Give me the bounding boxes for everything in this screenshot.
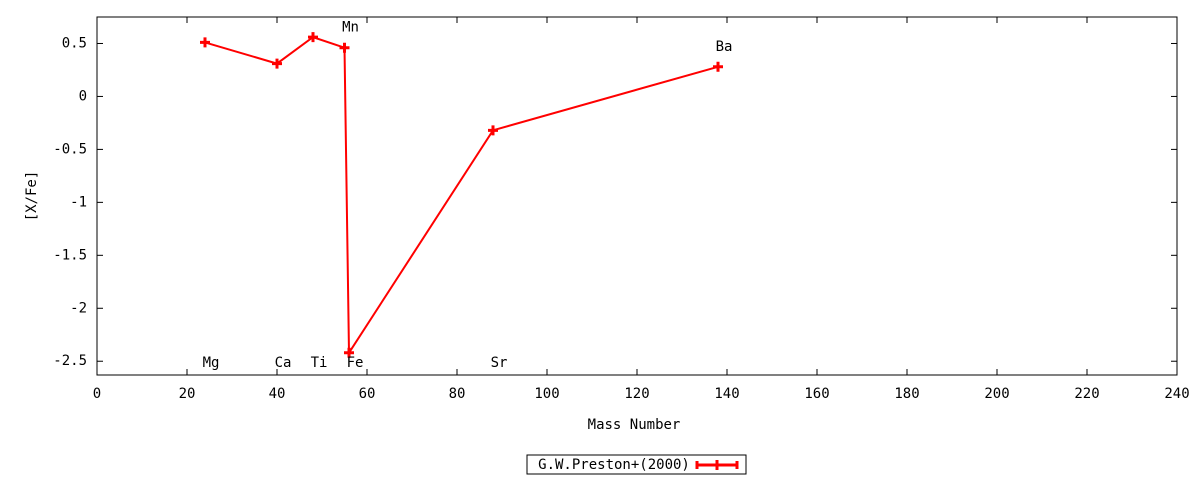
x-axis-label: Mass Number: [588, 417, 681, 433]
x-tick-label: 20: [179, 386, 196, 402]
point-label: Ti: [311, 355, 328, 371]
x-tick-label: 100: [534, 386, 559, 402]
plot-frame: [96, 16, 1178, 376]
x-tick-label: 200: [984, 386, 1009, 402]
x-tick-label: 40: [269, 386, 286, 402]
data-point: [272, 58, 282, 69]
series-line: [204, 36, 719, 357]
data-point: [308, 32, 318, 43]
x-tick-label: 140: [714, 386, 739, 402]
data-point: [339, 42, 350, 53]
y-tick-label: -1: [70, 194, 87, 210]
y-tick-label: -1.5: [53, 247, 87, 263]
data-point: [200, 37, 210, 48]
y-tick-label: -0.5: [53, 141, 87, 157]
data-point: [488, 125, 498, 136]
x-tick-label: 160: [804, 386, 829, 402]
data-point: [713, 61, 723, 72]
y-tick-label: 0: [79, 88, 87, 104]
x-tick-label: 60: [359, 386, 376, 402]
x-tick-label: 220: [1074, 386, 1099, 402]
y-tick-label: 0.5: [62, 35, 87, 51]
x-tick-label: 180: [894, 386, 919, 402]
y-tick-label: -2.5: [53, 353, 87, 369]
point-label: Ca: [275, 355, 292, 371]
point-label: Fe: [347, 355, 364, 371]
x-tick-label: 0: [93, 386, 101, 402]
point-label: Mn: [342, 20, 359, 36]
x-tick-label: 80: [449, 386, 466, 402]
legend-marker: [712, 460, 722, 470]
point-label: Mg: [203, 355, 220, 371]
legend-box: [526, 454, 747, 475]
legend-label: G.W.Preston+(2000): [538, 457, 690, 473]
point-label: Sr: [491, 355, 508, 371]
x-tick-label: 120: [624, 386, 649, 402]
x-tick-label: 240: [1164, 386, 1189, 402]
y-axis-label: [X/Fe]: [24, 171, 40, 222]
y-tick-label: -2: [70, 300, 87, 316]
point-label: Ba: [716, 39, 733, 55]
data-point: [344, 347, 354, 358]
